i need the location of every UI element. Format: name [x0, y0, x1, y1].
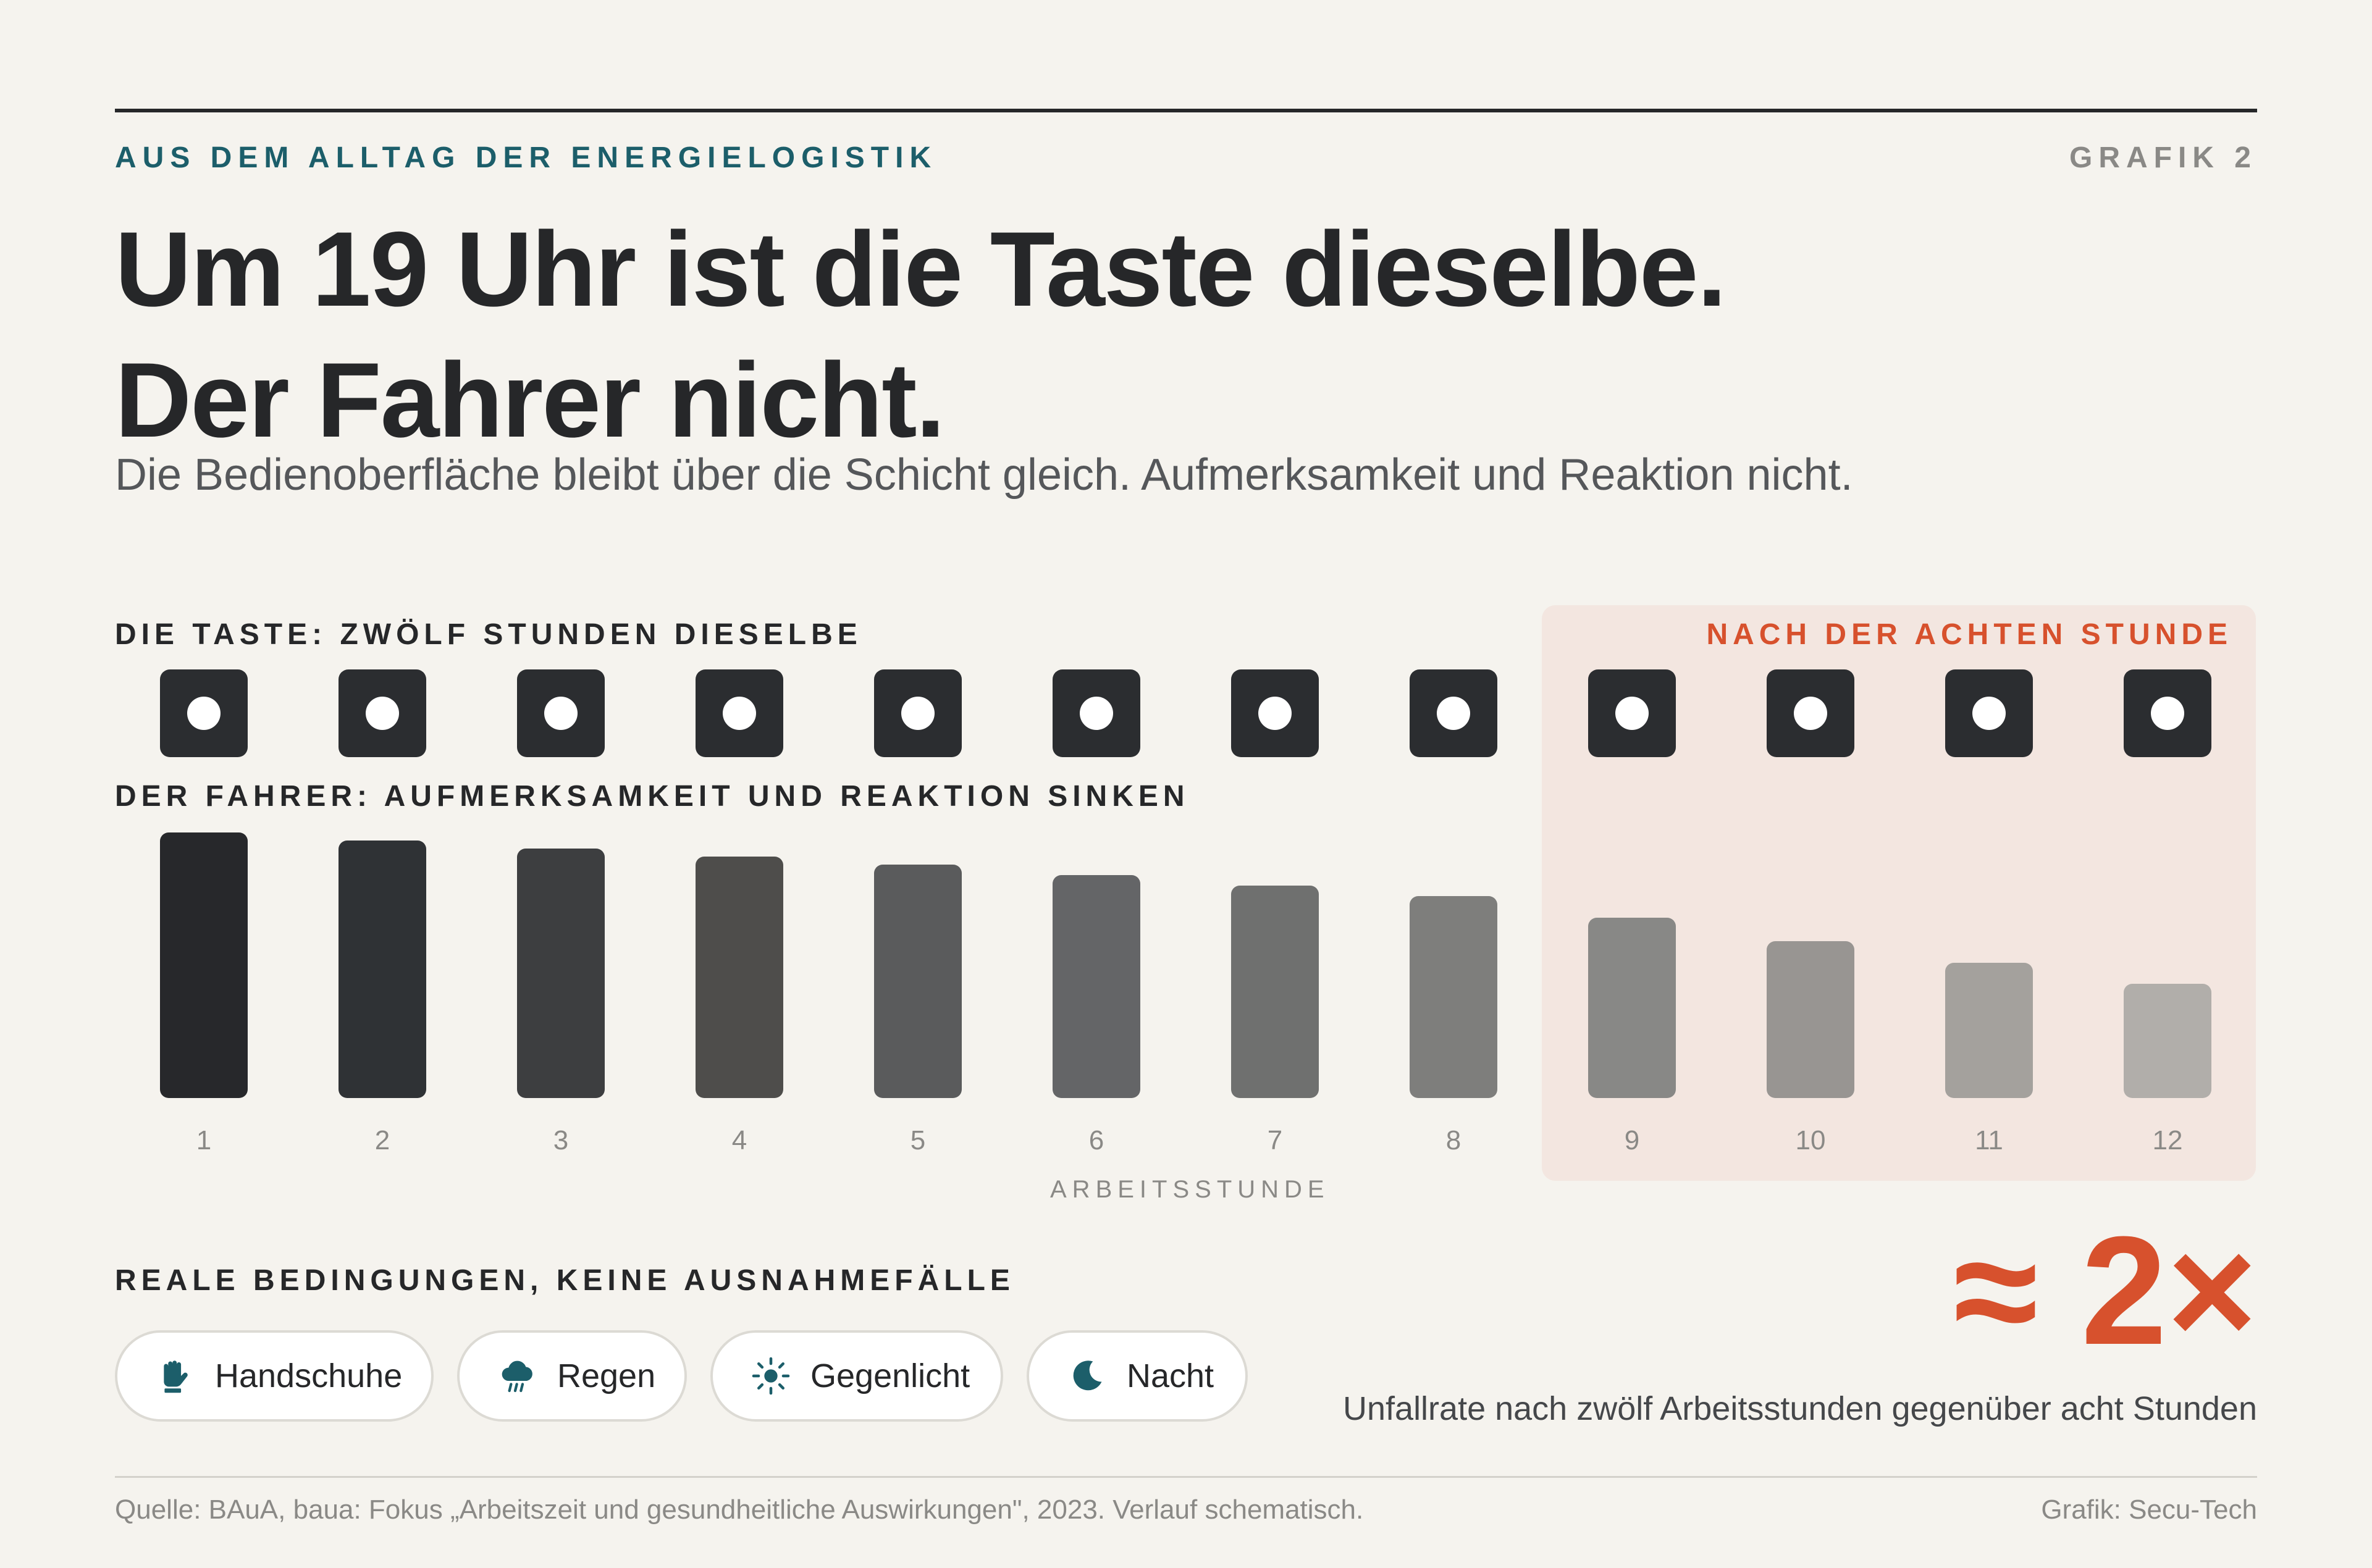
- bar-hour-4: [696, 857, 783, 1098]
- condition-chip-nacht: Nacht: [1027, 1330, 1248, 1422]
- rain-cloud-icon: [502, 1360, 532, 1393]
- key-hour-4: [696, 669, 783, 757]
- key-hour-7: [1231, 669, 1319, 757]
- source-note: Quelle: BAuA, baua: Fokus „Arbeitszeit u…: [115, 1495, 1364, 1525]
- key-dot: [901, 697, 935, 730]
- tick-label-1: 1: [196, 1125, 212, 1155]
- glove-icon: [164, 1360, 188, 1393]
- key-dot: [1437, 697, 1470, 730]
- condition-label: Gegenlicht: [810, 1357, 970, 1394]
- highlight-label: NACH DER ACHTEN STUNDE: [1706, 618, 2232, 651]
- key-dot: [723, 697, 756, 730]
- bottom-rule: [115, 1476, 2257, 1478]
- key-hour-5: [874, 669, 962, 757]
- sun-icon: [752, 1357, 790, 1395]
- key-hour-8: [1410, 669, 1497, 757]
- tick-label-9: 9: [1624, 1125, 1640, 1155]
- key-dot: [187, 697, 221, 730]
- key-hour-6: [1053, 669, 1140, 757]
- page-title: Um 19 Uhr ist die Taste dieselbe. Der Fa…: [115, 204, 1726, 466]
- tick-label-5: 5: [910, 1125, 926, 1155]
- key-hour-11: [1945, 669, 2033, 757]
- key-dot: [2151, 697, 2184, 730]
- key-hour-2: [339, 669, 426, 757]
- bar-hour-3: [517, 849, 605, 1098]
- tick-label-10: 10: [1795, 1125, 1826, 1155]
- condition-label: Handschuhe: [215, 1357, 403, 1394]
- graphic-credit: Grafik: Secu-Tech: [2041, 1495, 2257, 1525]
- key-hour-1: [160, 669, 248, 757]
- accident-rate-caption: Unfallrate nach zwölf Arbeitsstunden geg…: [1343, 1390, 2257, 1427]
- tick-label-6: 6: [1088, 1125, 1104, 1155]
- bar-hour-5: [874, 865, 962, 1098]
- graphic-number: GRAFIK 2: [2069, 141, 2257, 174]
- title-line-1: Um 19 Uhr ist die Taste dieselbe.: [115, 210, 1726, 329]
- condition-chip-regen: Regen: [457, 1330, 687, 1422]
- condition-label: Regen: [557, 1357, 656, 1394]
- bar-hour-7: [1231, 886, 1319, 1098]
- key-dot: [1258, 697, 1292, 730]
- key-dot: [366, 697, 399, 730]
- key-dot: [1080, 697, 1113, 730]
- title-line-2: Der Fahrer nicht.: [115, 341, 945, 459]
- conditions-heading: REALE BEDINGUNGEN, KEINE AUSNAHMEFÄLLE: [115, 1264, 1015, 1297]
- bar-hour-6: [1053, 875, 1140, 1098]
- key-hour-10: [1767, 669, 1854, 757]
- kicker: AUS DEM ALLTAG DER ENERGIELOGISTIK: [115, 141, 938, 174]
- condition-chip-handschuhe: Handschuhe: [115, 1330, 434, 1422]
- key-dot: [544, 697, 578, 730]
- key-dot: [1794, 697, 1827, 730]
- bar-hour-8: [1410, 896, 1497, 1098]
- tick-label-4: 4: [731, 1125, 747, 1155]
- key-hour-3: [517, 669, 605, 757]
- bar-hour-1: [160, 832, 248, 1098]
- tick-label-3: 3: [553, 1125, 569, 1155]
- key-hour-9: [1588, 669, 1676, 757]
- tick-label-7: 7: [1267, 1125, 1283, 1155]
- driver-row-label: DER FAHRER: AUFMERKSAMKEIT UND REAKTION …: [115, 780, 1190, 813]
- top-rule: [115, 109, 2257, 112]
- bar-hour-11: [1945, 963, 2033, 1098]
- tick-label-8: 8: [1445, 1125, 1461, 1155]
- key-row-label: DIE TASTE: ZWÖLF STUNDEN DIESELBE: [115, 618, 862, 651]
- x-axis-title: ARBEITSSTUNDE: [1050, 1176, 1330, 1203]
- tick-label-12: 12: [2152, 1125, 2183, 1155]
- bar-hour-2: [339, 841, 426, 1098]
- bar-hour-12: [2124, 984, 2211, 1098]
- moon-icon: [1073, 1360, 1102, 1391]
- key-dot: [1615, 697, 1649, 730]
- tick-label-2: 2: [374, 1125, 390, 1155]
- bar-hour-9: [1588, 918, 1676, 1098]
- tick-label-11: 11: [1975, 1125, 2003, 1155]
- condition-chip-gegenlicht: Gegenlicht: [710, 1330, 1003, 1422]
- bar-hour-10: [1767, 941, 1854, 1098]
- key-hour-12: [2124, 669, 2211, 757]
- condition-label: Nacht: [1127, 1357, 1214, 1394]
- key-dot: [1972, 697, 2006, 730]
- accident-rate-stat: ≈ 2×: [1953, 1204, 2257, 1377]
- subtitle: Die Bedienoberfläche bleibt über die Sch…: [115, 450, 1853, 500]
